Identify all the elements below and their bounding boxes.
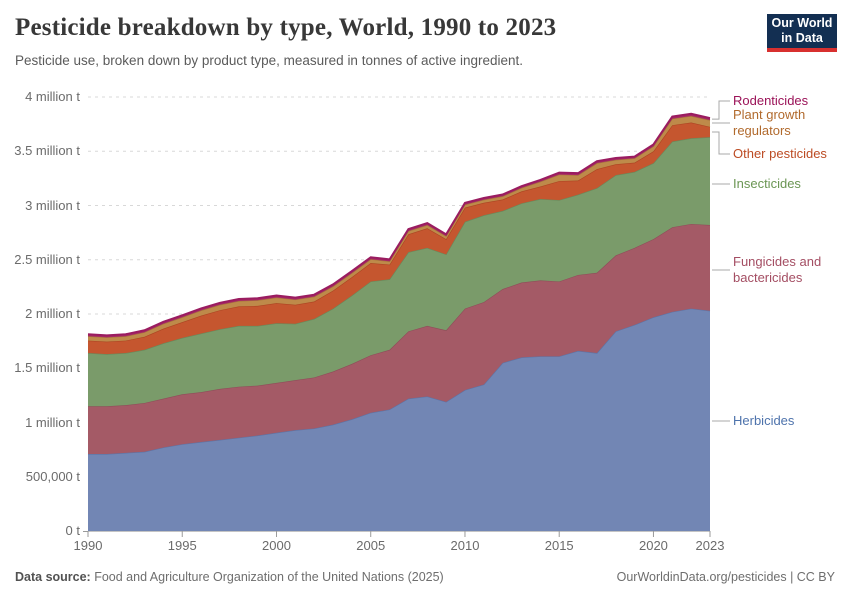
data-source-label: Data source: — [15, 570, 91, 584]
area-herbicides[interactable] — [88, 308, 710, 531]
legend-item-rodenticides[interactable]: Rodenticides — [733, 93, 809, 108]
legend-item-plant-growth-regulators[interactable]: Plant growth regulators — [733, 107, 806, 138]
boundary-rodenticides — [87, 112, 711, 337]
logo-line-2: in Data — [781, 31, 823, 45]
y-axis-label: 2 million t — [25, 306, 80, 321]
legend-item-herbicides[interactable]: Herbicides — [733, 413, 795, 428]
data-source-text: Food and Agriculture Organization of the… — [90, 570, 444, 584]
x-axis-label: 2023 — [695, 538, 725, 553]
x-axis-label: 2010 — [450, 538, 480, 553]
y-axis-label: 3.5 million t — [14, 143, 80, 159]
x-axis-label: 1990 — [73, 538, 103, 553]
x-axis-label: 2000 — [262, 538, 291, 553]
y-axis-label: 500,000 t — [25, 468, 80, 484]
y-axis-label: 1.5 million t — [14, 360, 80, 376]
y-axis-label: 0 t — [65, 523, 80, 538]
y-axis-label: 2.5 million t — [14, 251, 80, 267]
logo-line-1: Our World — [771, 16, 833, 30]
area-insecticides[interactable] — [88, 137, 710, 407]
x-axis-label: 1995 — [167, 538, 197, 553]
x-axis-label: 2005 — [356, 538, 386, 553]
legend-item-other-pesticides[interactable]: Other pesticides — [733, 146, 827, 161]
y-axis-label: 1 million t — [25, 414, 80, 430]
y-axis-label: 4 million t — [25, 89, 80, 104]
data-source: Data source: Food and Agriculture Organi… — [15, 570, 444, 584]
legend-item-insecticides[interactable]: Insecticides — [733, 176, 801, 191]
legend-item-fungicides-and-bactericides[interactable]: Fungicides and bactericides — [733, 254, 822, 285]
license-text[interactable]: OurWorldinData.org/pesticides | CC BY — [616, 570, 835, 584]
page-title: Pesticide breakdown by type, World, 1990… — [15, 14, 557, 41]
legend-connector — [712, 131, 730, 155]
legend-connector — [712, 100, 730, 120]
chart-footer: Data source: Food and Agriculture Organi… — [15, 570, 835, 584]
owid-logo[interactable]: Our World in Data — [767, 14, 837, 52]
page-subtitle: Pesticide use, broken down by product ty… — [15, 53, 524, 68]
y-axis-label: 3 million t — [25, 197, 80, 213]
x-axis-label: 2015 — [544, 538, 574, 553]
x-axis-label: 2020 — [638, 538, 668, 553]
